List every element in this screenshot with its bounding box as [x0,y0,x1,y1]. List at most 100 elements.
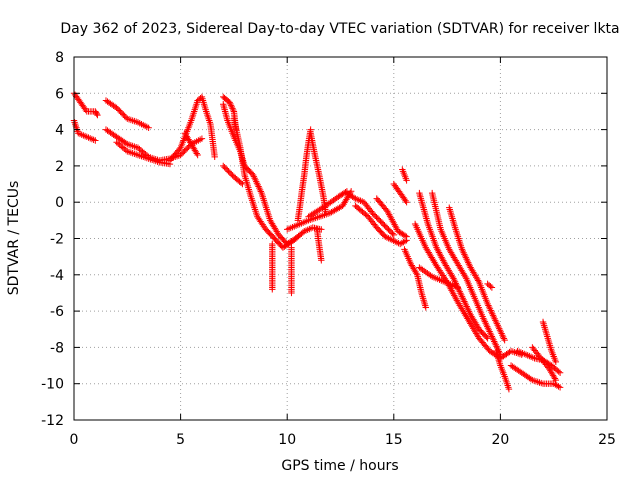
data-point [343,196,350,203]
data-point [194,151,201,159]
data-point [177,151,184,159]
data-series [492,347,513,393]
data-series [343,189,397,239]
data-point [551,375,559,382]
data-point [221,164,228,171]
data-series [507,362,564,391]
data-point [473,275,481,283]
data-point [145,124,152,131]
x-tick-label: 20 [491,432,509,448]
data-point [385,226,392,233]
data-series [352,202,410,248]
data-point [455,262,462,269]
data-point [448,272,455,279]
data-point [402,197,409,204]
data-point [182,146,190,153]
data-point [556,384,564,391]
data-point [227,102,235,109]
data-point [370,211,378,218]
data-point [341,199,348,206]
data-point [184,145,191,152]
data-series [230,115,304,251]
data-series [411,220,525,362]
data-point [369,209,376,217]
data-point [487,283,494,290]
data-series [305,188,351,220]
data-point [379,220,387,228]
y-tick-label: -4 [50,268,64,284]
data-point [436,267,443,274]
data-series [284,188,355,233]
data-point [193,150,200,157]
data-point [340,201,347,208]
data-point [180,149,187,156]
data-point [211,153,218,161]
data-point [401,238,409,245]
data-point [468,265,475,273]
data-series [70,117,99,144]
data-point [228,103,235,111]
data-point [552,358,560,366]
data-point [224,166,231,174]
data-point [198,135,206,142]
data-series [181,130,201,159]
data-point [122,139,129,147]
data-point [225,168,232,175]
data-point [447,249,455,256]
data-series [307,130,329,215]
data-point [403,177,410,184]
data-point [472,272,479,279]
data-point [270,223,278,231]
data-point [450,254,458,261]
data-series [288,244,295,297]
data-point [461,272,468,279]
data-point [505,385,513,393]
data-point [443,263,451,271]
data-point [121,112,128,120]
data-point [468,313,475,320]
data-point [387,228,395,236]
data-point [470,316,477,323]
data-point [555,383,562,390]
data-point [176,145,183,153]
data-point [556,369,564,377]
y-tick-label: -12 [41,413,64,429]
data-point [390,231,397,239]
data-point [267,218,275,226]
chart-title: Day 362 of 2023, Sidereal Day-to-day VTE… [60,21,619,37]
data-point [403,233,410,240]
data-point [473,274,480,281]
data-point [114,105,122,113]
data-point [469,267,476,274]
data-point [220,162,227,170]
data-point [434,264,441,271]
data-series [401,246,429,311]
y-tick-label: 8 [55,50,64,66]
data-point [448,251,456,258]
data-series [416,189,491,342]
data-series [484,280,496,291]
data-point [342,197,349,205]
y-tick-label: -8 [50,340,64,356]
data-point [227,100,234,108]
data-point [375,216,383,224]
data-point [181,147,188,155]
data-point [229,105,236,112]
data-point [445,267,452,274]
x-tick-label: 15 [385,432,403,448]
data-point [452,257,460,264]
data-point [403,199,410,206]
data-point [389,230,396,237]
data-point [555,368,562,375]
data-point [93,110,100,118]
data-point [467,264,474,271]
data-point [268,220,276,227]
x-tick-label: 25 [598,432,616,448]
data-point [228,170,235,178]
data-point [239,180,246,188]
data-point [381,222,388,229]
data-point [474,277,482,284]
data-point [422,304,429,311]
data-point [82,106,89,114]
data-point [120,111,127,118]
